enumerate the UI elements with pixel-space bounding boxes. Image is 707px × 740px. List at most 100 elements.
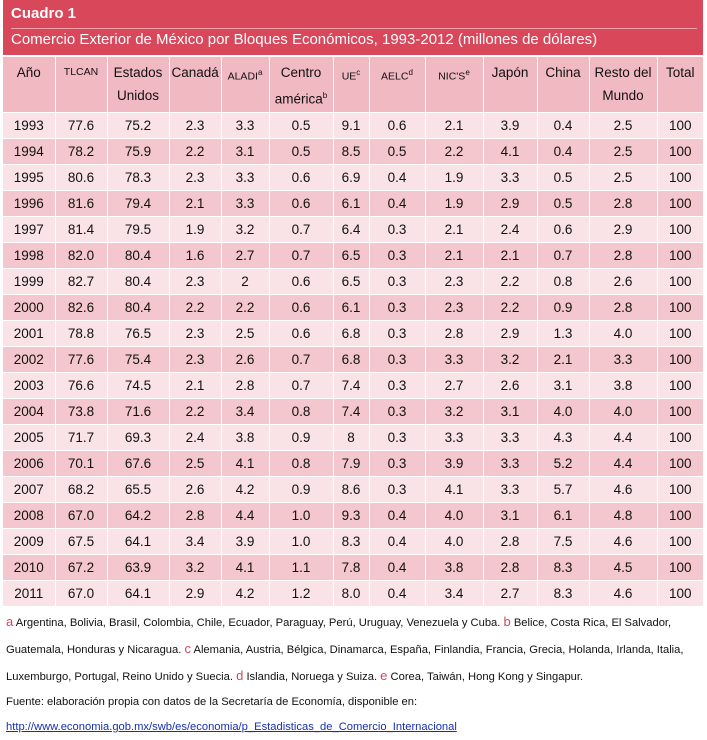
table-cell: 64.1 <box>106 528 169 555</box>
table-cell: 2.7 <box>220 242 269 269</box>
table-cell: 7.8 <box>332 554 369 581</box>
note-text: Islandia, Noruega y Suiza. <box>246 671 378 683</box>
table-cell: 2.1 <box>424 112 483 139</box>
table-cell: 100 <box>656 424 703 451</box>
column-header-text: Total <box>665 65 695 80</box>
footnote-mark: e <box>465 68 470 77</box>
source: Fuente: elaboración propia con datos de … <box>6 696 418 708</box>
table-cell: 6.5 <box>332 268 369 295</box>
table-cell: 0.4 <box>368 580 425 606</box>
data-table: Año TLCAN Estados Unidos Canadá ALADIa Centro… <box>3 57 703 606</box>
table-row: 2000 82.6 80.4 2.2 2.2 0.6 6.1 0.3 2.3 2.2 0.9 2.8 1… <box>3 294 703 321</box>
table-cell: 2006 <box>3 450 55 477</box>
table-cell: 1999 <box>3 268 55 295</box>
column-header-text: Canadá <box>171 65 219 80</box>
table-cell: 4.1 <box>220 450 269 477</box>
table-cell: 1.2 <box>268 580 333 606</box>
column-header: ALADIa <box>220 57 269 113</box>
table-cell: 100 <box>656 242 703 269</box>
table-row: 1994 78.2 75.9 2.2 3.1 0.5 8.5 0.5 2.2 4.1 0.4 2.5 1… <box>3 138 703 165</box>
table-body: 1993 77.6 75.2 2.3 3.3 0.5 9.1 0.6 2.1 3.9 0.4 2.5 1… <box>3 112 703 606</box>
column-header-text: China <box>545 65 581 80</box>
table-cell: 0.6 <box>268 294 333 321</box>
column-header: China <box>536 57 589 113</box>
table-cell: 0.3 <box>368 268 425 295</box>
table-label: Cuadro 1 <box>11 5 77 22</box>
table-cell: 1.0 <box>268 528 333 555</box>
table-cell: 100 <box>656 190 703 217</box>
table-cell: 4.8 <box>588 502 657 529</box>
table-cell: 3.1 <box>482 502 537 529</box>
table-cell: 7.9 <box>332 450 369 477</box>
table-cell: 0.5 <box>368 138 425 165</box>
table-row: 2006 70.1 67.6 2.5 4.1 0.8 7.9 0.3 3.9 3.3 5.2 4.4 1… <box>3 450 703 477</box>
table-cell: 3.2 <box>482 346 537 373</box>
table-cell: 3.4 <box>168 528 221 555</box>
table-cell: 9.1 <box>332 112 369 139</box>
table-cell: 75.4 <box>106 346 169 373</box>
table-cell: 3.2 <box>220 216 269 243</box>
table-cell: 0.9 <box>268 424 333 451</box>
table-cell: 0.3 <box>368 424 425 451</box>
table-cell: 81.4 <box>54 216 107 243</box>
table-cell: 3.3 <box>424 346 483 373</box>
table-cell: 76.6 <box>54 372 107 399</box>
table-cell: 0.4 <box>368 502 425 529</box>
table-cell: 0.3 <box>368 216 425 243</box>
table-cell: 2011 <box>3 580 55 606</box>
table-cell: 3.9 <box>424 450 483 477</box>
table-cell: 81.6 <box>54 190 107 217</box>
table-cell: 4.0 <box>536 398 589 425</box>
column-header: Estados Unidos <box>106 57 169 113</box>
table-cell: 2.8 <box>424 320 483 347</box>
table-cell: 78.2 <box>54 138 107 165</box>
table-cell: 4.4 <box>588 450 657 477</box>
table-row: 2008 67.0 64.2 2.8 4.4 1.0 9.3 0.4 4.0 3.1 6.1 4.8 1… <box>3 502 703 529</box>
source-url[interactable]: http://www.economia.gob.mx/swb/es/econom… <box>6 721 457 733</box>
table-cell: 4.0 <box>588 320 657 347</box>
table-cell: 0.3 <box>368 242 425 269</box>
table-cell: 2001 <box>3 320 55 347</box>
column-header: Japón <box>482 57 537 113</box>
table-cell: 3.3 <box>424 424 483 451</box>
table-cell: 2 <box>220 268 269 295</box>
column-header-text: ALADI <box>227 70 258 83</box>
table-cell: 3.3 <box>482 424 537 451</box>
table-cell: 100 <box>656 164 703 191</box>
table-cell: 80.6 <box>54 164 107 191</box>
table-cell: 2.9 <box>482 320 537 347</box>
column-header: Canadá <box>168 57 221 113</box>
column-header-text: TLCAN <box>63 66 99 78</box>
footnotes: a Argentina, Bolivia, Brasil, Colombia, … <box>3 609 703 740</box>
table-cell: 2.5 <box>588 164 657 191</box>
table-cell: 8.3 <box>536 554 589 581</box>
table-cell: 2008 <box>3 502 55 529</box>
table-cell: 0.3 <box>368 294 425 321</box>
table-row: 1995 80.6 78.3 2.3 3.3 0.6 6.9 0.4 1.9 3.3 0.5 2.5 1… <box>3 164 703 191</box>
table-cell: 1.6 <box>168 242 221 269</box>
table-cell: 100 <box>656 450 703 477</box>
table-cell: 2.3 <box>168 164 221 191</box>
table-cell: 3.9 <box>220 528 269 555</box>
table-cell: 0.3 <box>368 450 425 477</box>
table-cell: 75.2 <box>106 112 169 139</box>
table-cell: 2.2 <box>424 138 483 165</box>
column-header-text: Japón <box>491 65 529 80</box>
column-header: NIC'Se <box>424 57 483 113</box>
table-cell: 0.4 <box>368 528 425 555</box>
table-cell: 82.0 <box>54 242 107 269</box>
table-cell: 73.8 <box>54 398 107 425</box>
table-cell: 0.4 <box>368 190 425 217</box>
table-cell: 3.4 <box>220 398 269 425</box>
table-cell: 67.0 <box>54 502 107 529</box>
table-row: 2005 71.7 69.3 2.4 3.8 0.9 8 0.3 3.3 3.3 4.3 4.4 100 <box>3 424 703 451</box>
table-cell: 100 <box>656 502 703 529</box>
note-mark: d <box>236 668 244 683</box>
table-cell: 3.4 <box>424 580 483 606</box>
table-cell: 64.1 <box>106 580 169 606</box>
table-cell: 3.3 <box>482 164 537 191</box>
note-mark: a <box>6 614 14 629</box>
table-cell: 82.6 <box>54 294 107 321</box>
table-cell: 4.1 <box>482 138 537 165</box>
table-cell: 2.8 <box>220 372 269 399</box>
